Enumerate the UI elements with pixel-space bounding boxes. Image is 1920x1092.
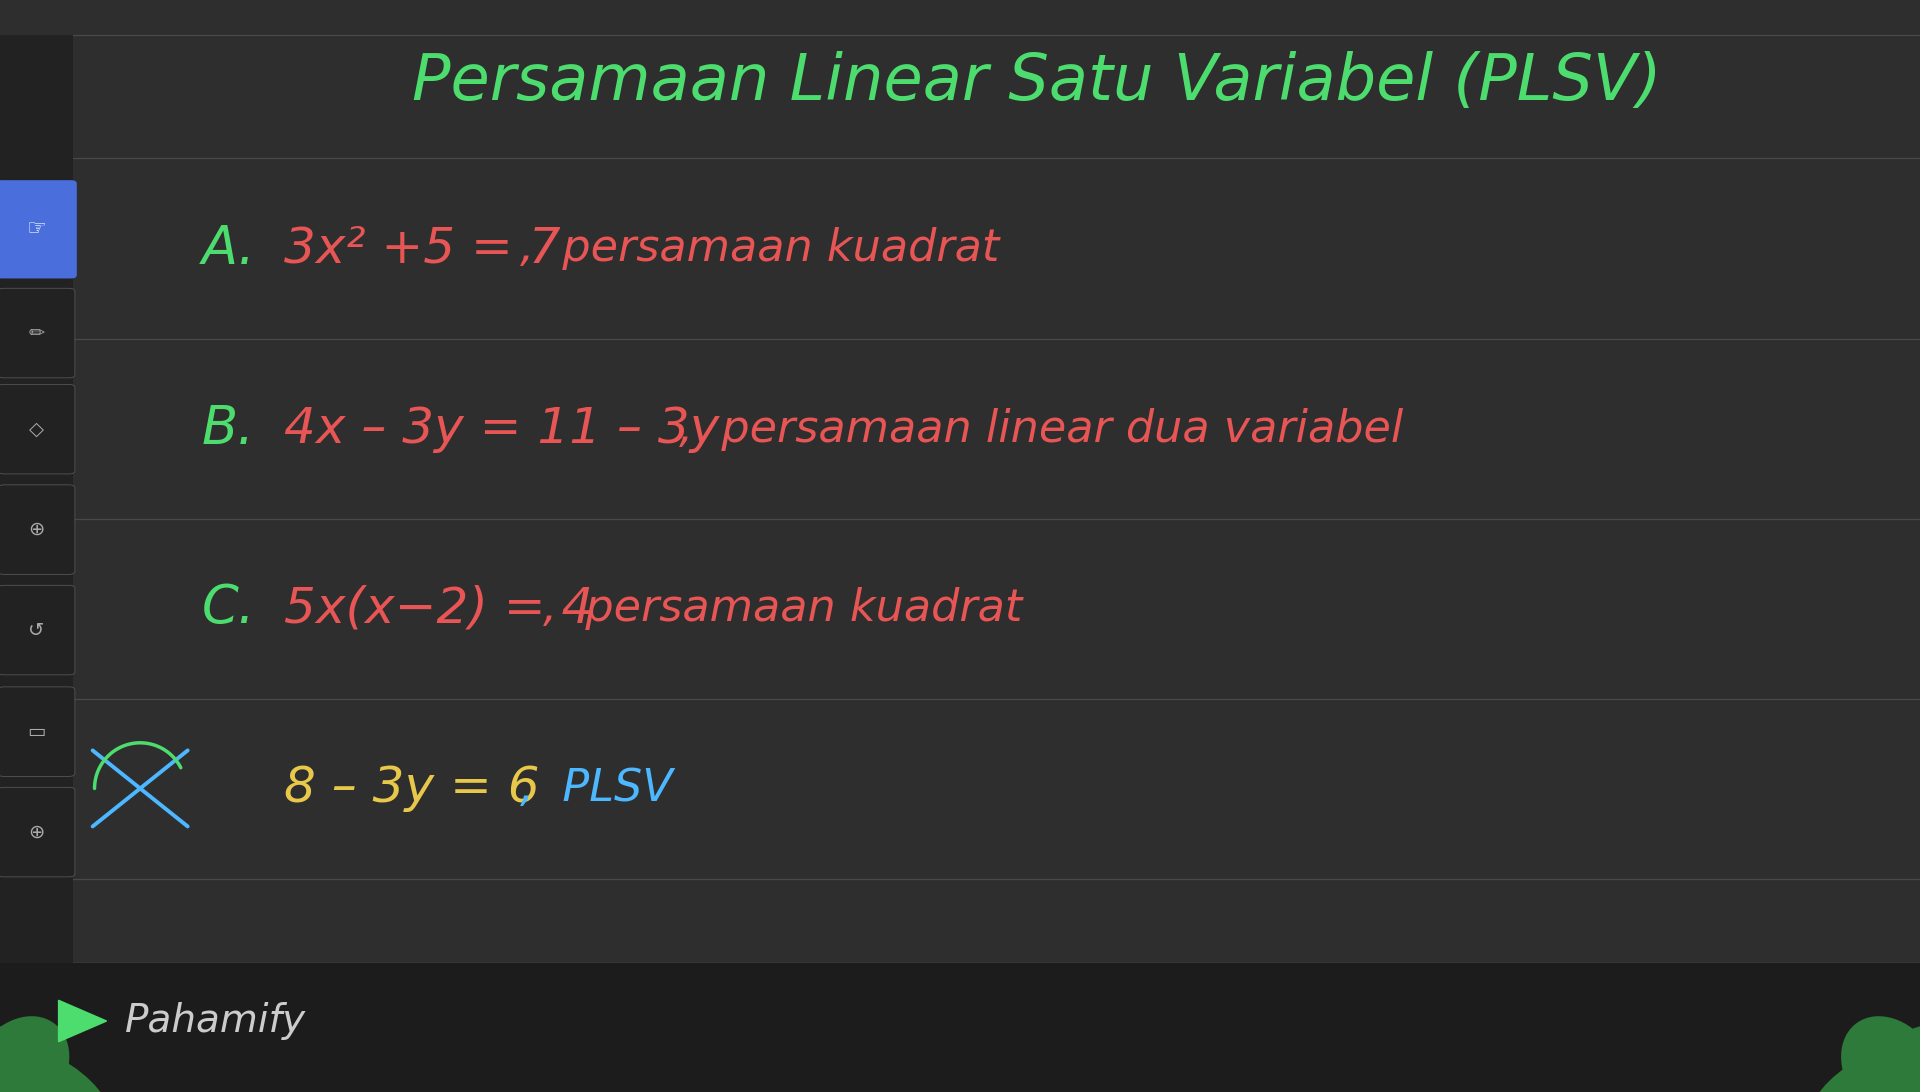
FancyBboxPatch shape xyxy=(0,180,77,278)
FancyBboxPatch shape xyxy=(0,687,75,776)
Text: C.: C. xyxy=(202,582,255,634)
Ellipse shape xyxy=(0,1017,69,1092)
Ellipse shape xyxy=(1809,1048,1916,1092)
Text: A.: A. xyxy=(202,223,255,275)
FancyBboxPatch shape xyxy=(0,384,75,474)
Text: 3x² +5 = 7: 3x² +5 = 7 xyxy=(284,225,561,273)
Ellipse shape xyxy=(4,1048,111,1092)
Text: ⊕: ⊕ xyxy=(29,822,44,842)
Text: ◇: ◇ xyxy=(29,419,44,439)
Text: ☞: ☞ xyxy=(27,219,46,239)
Text: ⊕: ⊕ xyxy=(29,520,44,539)
Text: ,  persamaan kuadrat: , persamaan kuadrat xyxy=(520,227,1000,271)
FancyBboxPatch shape xyxy=(0,787,75,877)
FancyBboxPatch shape xyxy=(0,35,73,963)
Text: ,  PLSV: , PLSV xyxy=(520,767,674,810)
Text: Pahamify: Pahamify xyxy=(125,1002,305,1040)
FancyBboxPatch shape xyxy=(0,485,75,574)
Polygon shape xyxy=(58,1000,108,1042)
Text: Persamaan Linear Satu Variabel (PLSV): Persamaan Linear Satu Variabel (PLSV) xyxy=(413,51,1661,112)
Ellipse shape xyxy=(1847,1023,1920,1092)
Text: ✏: ✏ xyxy=(29,323,44,343)
Text: ↺: ↺ xyxy=(29,620,44,640)
Text: ▭: ▭ xyxy=(27,722,46,741)
Text: 8 – 3y = 6: 8 – 3y = 6 xyxy=(284,764,540,812)
Ellipse shape xyxy=(1841,1017,1920,1092)
FancyBboxPatch shape xyxy=(0,585,75,675)
Text: 5x(x−2) = 4: 5x(x−2) = 4 xyxy=(284,584,593,632)
FancyBboxPatch shape xyxy=(0,288,75,378)
Text: ,  persamaan linear dua variabel: , persamaan linear dua variabel xyxy=(680,407,1404,451)
FancyBboxPatch shape xyxy=(0,963,1920,1092)
Text: B.: B. xyxy=(202,403,255,455)
Ellipse shape xyxy=(0,1023,73,1092)
Text: 4x – 3y = 11 – 3y: 4x – 3y = 11 – 3y xyxy=(284,405,720,453)
Text: ,  persamaan kuadrat: , persamaan kuadrat xyxy=(543,586,1021,630)
